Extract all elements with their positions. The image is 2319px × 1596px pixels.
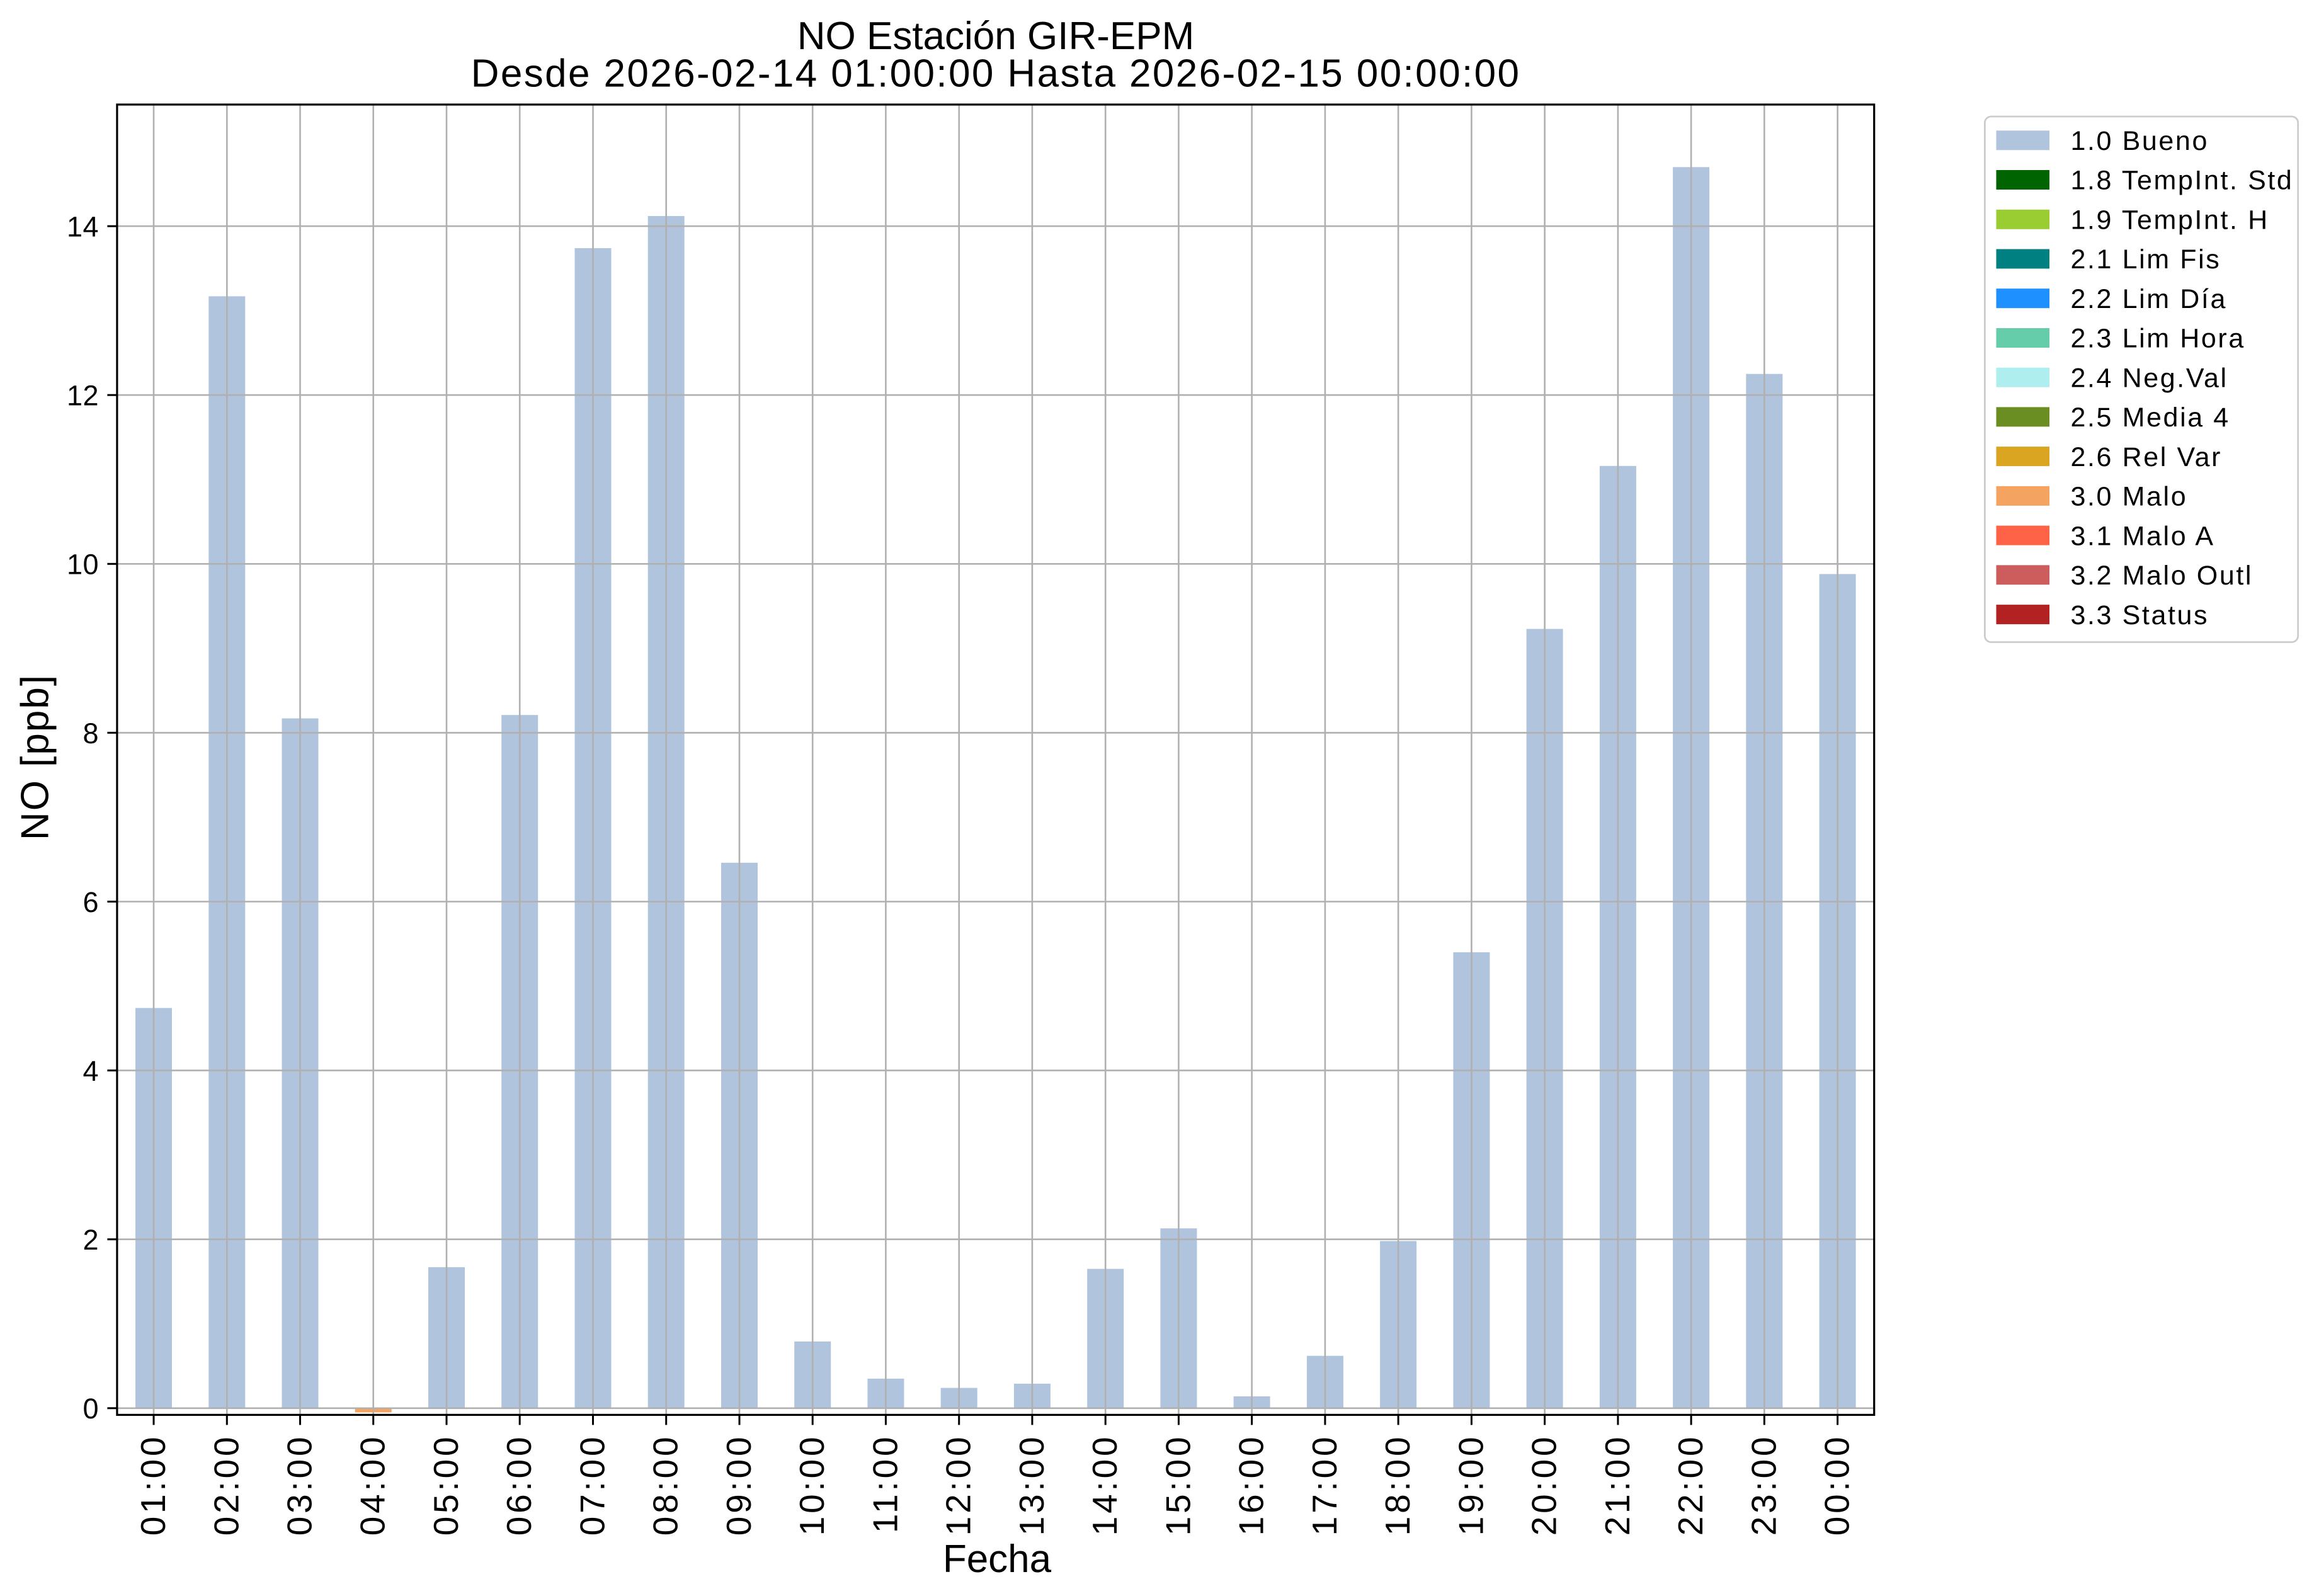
svg-text:11:00: 11:00 <box>865 1434 904 1534</box>
svg-text:15:00: 15:00 <box>1158 1434 1197 1536</box>
svg-text:0: 0 <box>83 1393 99 1425</box>
svg-text:21:00: 21:00 <box>1598 1434 1637 1536</box>
svg-text:14: 14 <box>67 211 99 243</box>
svg-text:05:00: 05:00 <box>426 1434 465 1536</box>
svg-text:2.6 Rel Var: 2.6 Rel Var <box>2071 442 2223 472</box>
svg-text:10:00: 10:00 <box>792 1434 831 1536</box>
svg-text:2: 2 <box>83 1224 99 1256</box>
svg-text:1.9 TempInt. H: 1.9 TempInt. H <box>2071 205 2269 236</box>
svg-text:1.0 Bueno: 1.0 Bueno <box>2071 126 2209 156</box>
svg-text:2.1 Lim Fis: 2.1 Lim Fis <box>2071 244 2221 275</box>
svg-text:22:00: 22:00 <box>1671 1434 1710 1536</box>
svg-text:3.2 Malo Outl: 3.2 Malo Outl <box>2071 561 2253 591</box>
svg-text:NO Estación GIR-EPM: NO Estación GIR-EPM <box>797 14 1194 58</box>
svg-text:2.4 Neg.Val: 2.4 Neg.Val <box>2071 363 2228 393</box>
svg-text:20:00: 20:00 <box>1525 1434 1564 1536</box>
svg-text:01:00: 01:00 <box>134 1434 173 1536</box>
svg-text:23:00: 23:00 <box>1744 1434 1783 1536</box>
svg-text:12:00: 12:00 <box>939 1434 978 1536</box>
svg-text:06:00: 06:00 <box>499 1434 538 1536</box>
svg-text:02:00: 02:00 <box>207 1434 246 1536</box>
svg-text:8: 8 <box>83 717 99 750</box>
svg-text:2.3 Lim Hora: 2.3 Lim Hora <box>2071 324 2245 354</box>
svg-text:NO [ppb]: NO [ppb] <box>13 674 57 840</box>
svg-text:3.0 Malo: 3.0 Malo <box>2071 482 2188 512</box>
svg-text:09:00: 09:00 <box>719 1434 758 1536</box>
svg-text:16:00: 16:00 <box>1232 1434 1271 1536</box>
svg-text:2.5 Media 4: 2.5 Media 4 <box>2071 402 2230 433</box>
svg-text:07:00: 07:00 <box>573 1434 612 1536</box>
svg-text:00:00: 00:00 <box>1818 1434 1857 1536</box>
svg-text:18:00: 18:00 <box>1378 1434 1417 1536</box>
svg-text:6: 6 <box>83 886 99 918</box>
svg-text:14:00: 14:00 <box>1085 1434 1124 1536</box>
svg-text:19:00: 19:00 <box>1451 1434 1490 1536</box>
svg-text:04:00: 04:00 <box>353 1434 392 1536</box>
svg-text:Desde 2026-02-14 01:00:00 Hast: Desde 2026-02-14 01:00:00 Hasta 2026-02-… <box>471 52 1521 96</box>
svg-text:12: 12 <box>67 380 99 412</box>
svg-text:17:00: 17:00 <box>1305 1434 1344 1536</box>
svg-text:4: 4 <box>83 1055 99 1087</box>
svg-text:03:00: 03:00 <box>280 1434 319 1536</box>
svg-text:13:00: 13:00 <box>1012 1434 1051 1536</box>
svg-text:Fecha: Fecha <box>943 1537 1052 1581</box>
svg-text:1.8 TempInt. Std: 1.8 TempInt. Std <box>2071 166 2294 196</box>
svg-text:2.2 Lim Día: 2.2 Lim Día <box>2071 284 2227 314</box>
svg-text:10: 10 <box>67 549 99 581</box>
svg-text:08:00: 08:00 <box>646 1434 685 1536</box>
svg-text:3.1 Malo A: 3.1 Malo A <box>2071 521 2215 551</box>
svg-text:3.3 Status: 3.3 Status <box>2071 600 2209 630</box>
